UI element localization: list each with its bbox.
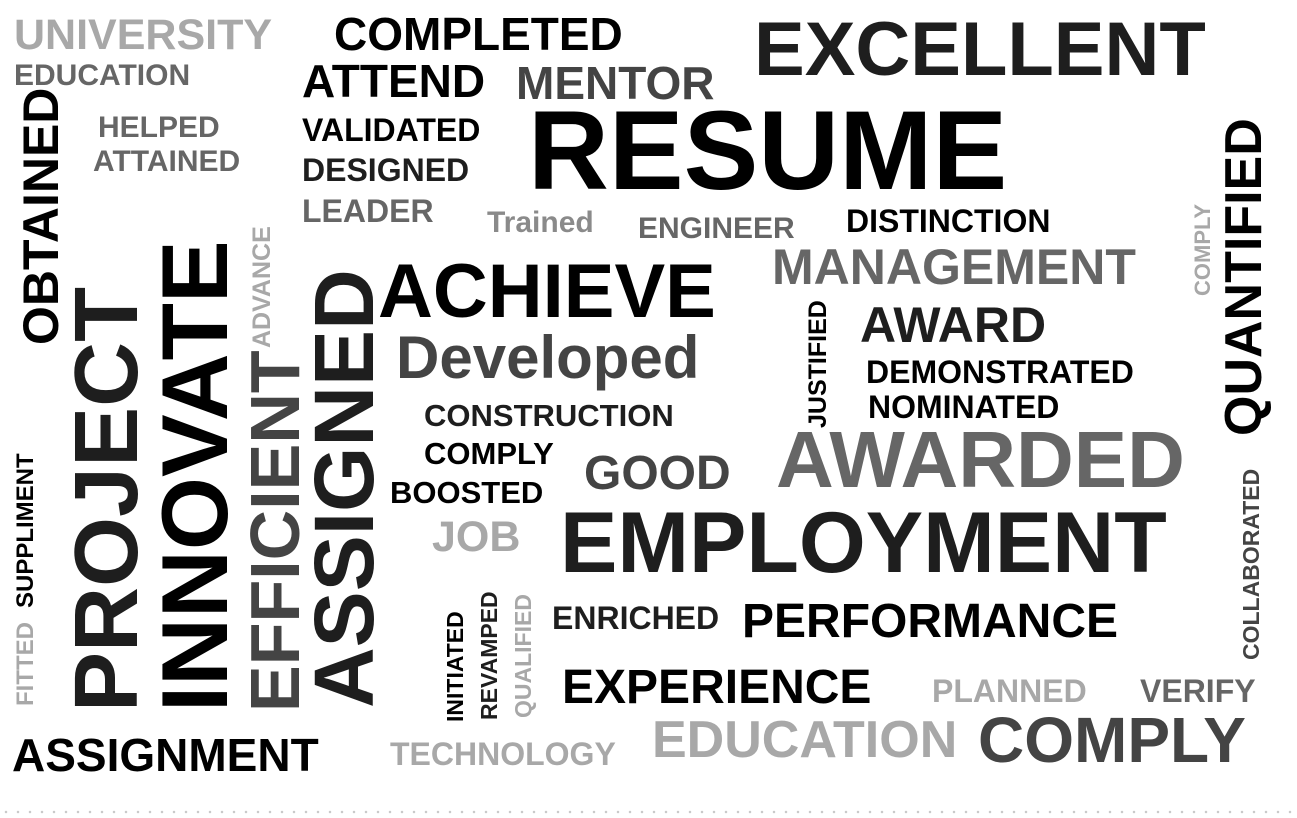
- word-collaborated: COLLABORATED: [1238, 468, 1264, 660]
- word-demonstrated: DEMONSTRATED: [866, 354, 1134, 390]
- word-nominated: NOMINATED: [868, 389, 1060, 425]
- word-performance: PERFORMANCE: [742, 595, 1119, 648]
- word-qualified: QUALIFIED: [510, 594, 536, 718]
- word-experience: EXPERIENCE: [562, 661, 872, 714]
- word-developed: Developed: [396, 324, 700, 391]
- word-designed: DESIGNED: [302, 152, 470, 188]
- word-comply-mid: COMPLY: [424, 436, 554, 471]
- word-engineer: ENGINEER: [638, 212, 795, 245]
- word-enriched: ENRICHED: [552, 600, 720, 636]
- word-validated: VALIDATED: [302, 112, 481, 148]
- word-innovate: INNOVATE: [142, 240, 247, 712]
- word-justified: JUSTIFIED: [804, 300, 832, 428]
- word-helped: HELPED: [98, 111, 220, 144]
- word-job: JOB: [432, 513, 521, 561]
- word-fitted: FITTED: [12, 622, 39, 706]
- word-technology: TECHNOLOGY: [390, 736, 616, 772]
- word-construction: CONSTRUCTION: [424, 398, 674, 433]
- word-suppliment: SUPPLIMENT: [12, 453, 39, 608]
- word-revamped: REVAMPED: [476, 591, 502, 720]
- word-comply-vertical: COMPLY: [1190, 203, 1215, 296]
- dotted-border: [0, 806, 1297, 818]
- word-achieve: ACHIEVE: [378, 249, 716, 334]
- word-distinction: DISTINCTION: [846, 203, 1051, 239]
- word-attend: ATTEND: [302, 55, 486, 107]
- word-awarded: AWARDED: [776, 415, 1185, 504]
- word-leader: LEADER: [302, 193, 434, 229]
- word-assigned: ASSIGNED: [297, 269, 391, 708]
- word-good: GOOD: [584, 447, 731, 500]
- word-management: MANAGEMENT: [772, 239, 1136, 295]
- word-comply-bottom: COMPLY: [978, 704, 1246, 776]
- word-employment: EMPLOYMENT: [560, 495, 1167, 591]
- word-university: UNIVERSITY: [14, 11, 273, 59]
- word-advance: ADVANCE: [248, 226, 276, 348]
- word-quantified: QUANTIFIED: [1215, 118, 1273, 436]
- word-award: AWARD: [860, 297, 1047, 353]
- word-planned: PLANNED: [932, 673, 1087, 709]
- word-education-top: EDUCATION: [14, 59, 191, 92]
- word-boosted: BOOSTED: [390, 475, 544, 510]
- word-attained: ATTAINED: [93, 145, 241, 178]
- word-completed: COMPLETED: [334, 8, 623, 60]
- word-assignment: ASSIGNMENT: [12, 729, 319, 781]
- word-mentor: MENTOR: [516, 57, 715, 109]
- word-excellent: EXCELLENT: [754, 7, 1206, 92]
- word-resume: RESUME: [528, 88, 1008, 213]
- word-project: PROJECT: [57, 286, 157, 712]
- word-initiated: INITIATED: [442, 611, 468, 722]
- word-verify: VERIFY: [1140, 673, 1256, 709]
- word-trained: Trained: [487, 206, 594, 239]
- word-education-bottom: EDUCATION: [652, 711, 958, 769]
